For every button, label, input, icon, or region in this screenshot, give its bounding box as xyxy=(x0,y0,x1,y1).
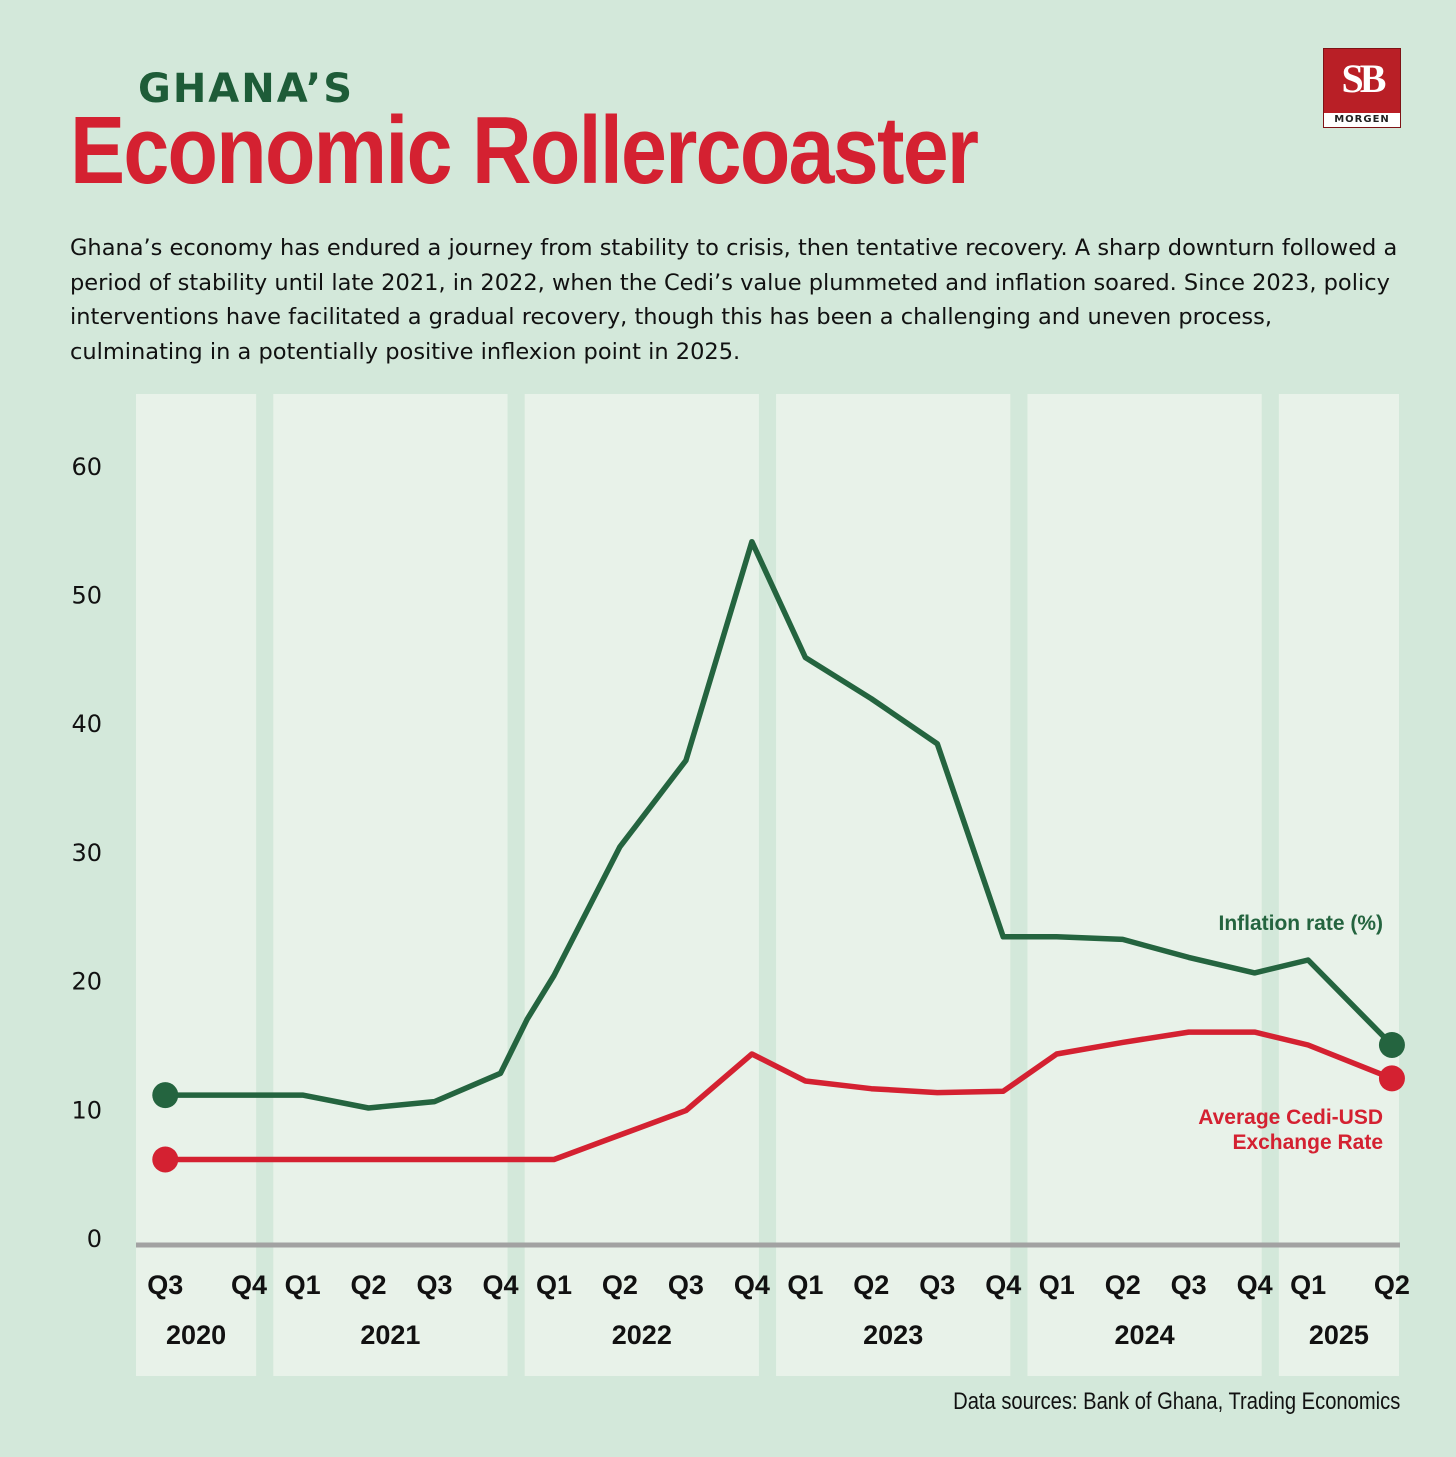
y-tick-label: 0 xyxy=(87,1225,102,1253)
x-tick-label: Q2 xyxy=(853,1270,889,1300)
year-band-2020 xyxy=(136,394,257,1376)
year-bands xyxy=(136,394,1399,1376)
logo-mark: SB xyxy=(1341,56,1387,101)
y-tick-label: 20 xyxy=(71,968,102,996)
y-axis: 0 10 20 30 40 50 60 xyxy=(71,453,102,1253)
x-year-label: 2022 xyxy=(612,1320,672,1350)
page-title: Economic Rollercoaster xyxy=(70,97,979,204)
kicker-title: GHANA’S xyxy=(138,66,355,112)
year-band-2021 xyxy=(273,394,508,1376)
x-tick-label: Q4 xyxy=(985,1270,1021,1300)
x-tick-label: Q4 xyxy=(482,1270,518,1300)
x-tick-label: Q3 xyxy=(147,1270,183,1300)
x-tick-label: Q3 xyxy=(668,1270,704,1300)
y-tick-label: 40 xyxy=(71,710,102,738)
y-tick-label: 50 xyxy=(71,582,102,610)
legend-exchange-rate: Exchange Rate xyxy=(1232,1131,1383,1154)
x-year-label: 2023 xyxy=(863,1320,923,1350)
x-tick-label: Q4 xyxy=(734,1270,770,1300)
x-tick-label: Q3 xyxy=(1171,1270,1207,1300)
y-tick-label: 10 xyxy=(71,1096,102,1124)
logo-subtitle: MORGEN xyxy=(1324,113,1400,127)
description: Ghana’s economy has endured a journey fr… xyxy=(70,235,1398,365)
endpoint-marker xyxy=(1378,1031,1405,1058)
endpoint-marker xyxy=(152,1082,179,1109)
x-tick-label: Q1 xyxy=(536,1270,572,1300)
year-band-2024 xyxy=(1027,394,1262,1376)
x-tick-label: Q2 xyxy=(351,1270,387,1300)
x-tick-label: Q1 xyxy=(1039,1270,1075,1300)
x-tick-label: Q2 xyxy=(602,1270,638,1300)
series-line xyxy=(162,1029,1395,1163)
data-source-note: Data sources: Bank of Ghana, Trading Eco… xyxy=(952,1388,1400,1415)
x-year-label: 2024 xyxy=(1115,1320,1175,1350)
y-tick-label: 60 xyxy=(71,453,102,481)
series-exchange-rate xyxy=(152,1029,1405,1173)
year-band-2022 xyxy=(524,394,759,1376)
endpoint-marker xyxy=(152,1146,179,1173)
year-band-2023 xyxy=(776,394,1011,1376)
legend-exchange-rate: Average Cedi-USD xyxy=(1198,1106,1383,1129)
x-tick-label: Q1 xyxy=(285,1270,321,1300)
x-tick-label: Q3 xyxy=(416,1270,452,1300)
x-year-label: 2020 xyxy=(166,1320,226,1350)
x-tick-label: Q1 xyxy=(787,1270,823,1300)
x-tick-label: Q2 xyxy=(1374,1270,1410,1300)
x-tick-label: Q1 xyxy=(1290,1270,1326,1300)
x-tick-label: Q4 xyxy=(1237,1270,1273,1300)
endpoint-marker xyxy=(1378,1065,1405,1092)
year-band-2025 xyxy=(1278,394,1399,1376)
series-inflation xyxy=(152,538,1405,1111)
brand-logo: SB MORGEN xyxy=(1323,48,1401,128)
y-tick-label: 30 xyxy=(71,839,102,867)
x-tick-label: Q3 xyxy=(919,1270,955,1300)
x-tick-label: Q4 xyxy=(231,1270,267,1300)
legend-inflation: Inflation rate (%) xyxy=(1218,912,1383,935)
x-year-label: 2021 xyxy=(360,1320,420,1350)
x-year-label: 2025 xyxy=(1309,1320,1369,1350)
x-tick-label: Q2 xyxy=(1105,1270,1141,1300)
